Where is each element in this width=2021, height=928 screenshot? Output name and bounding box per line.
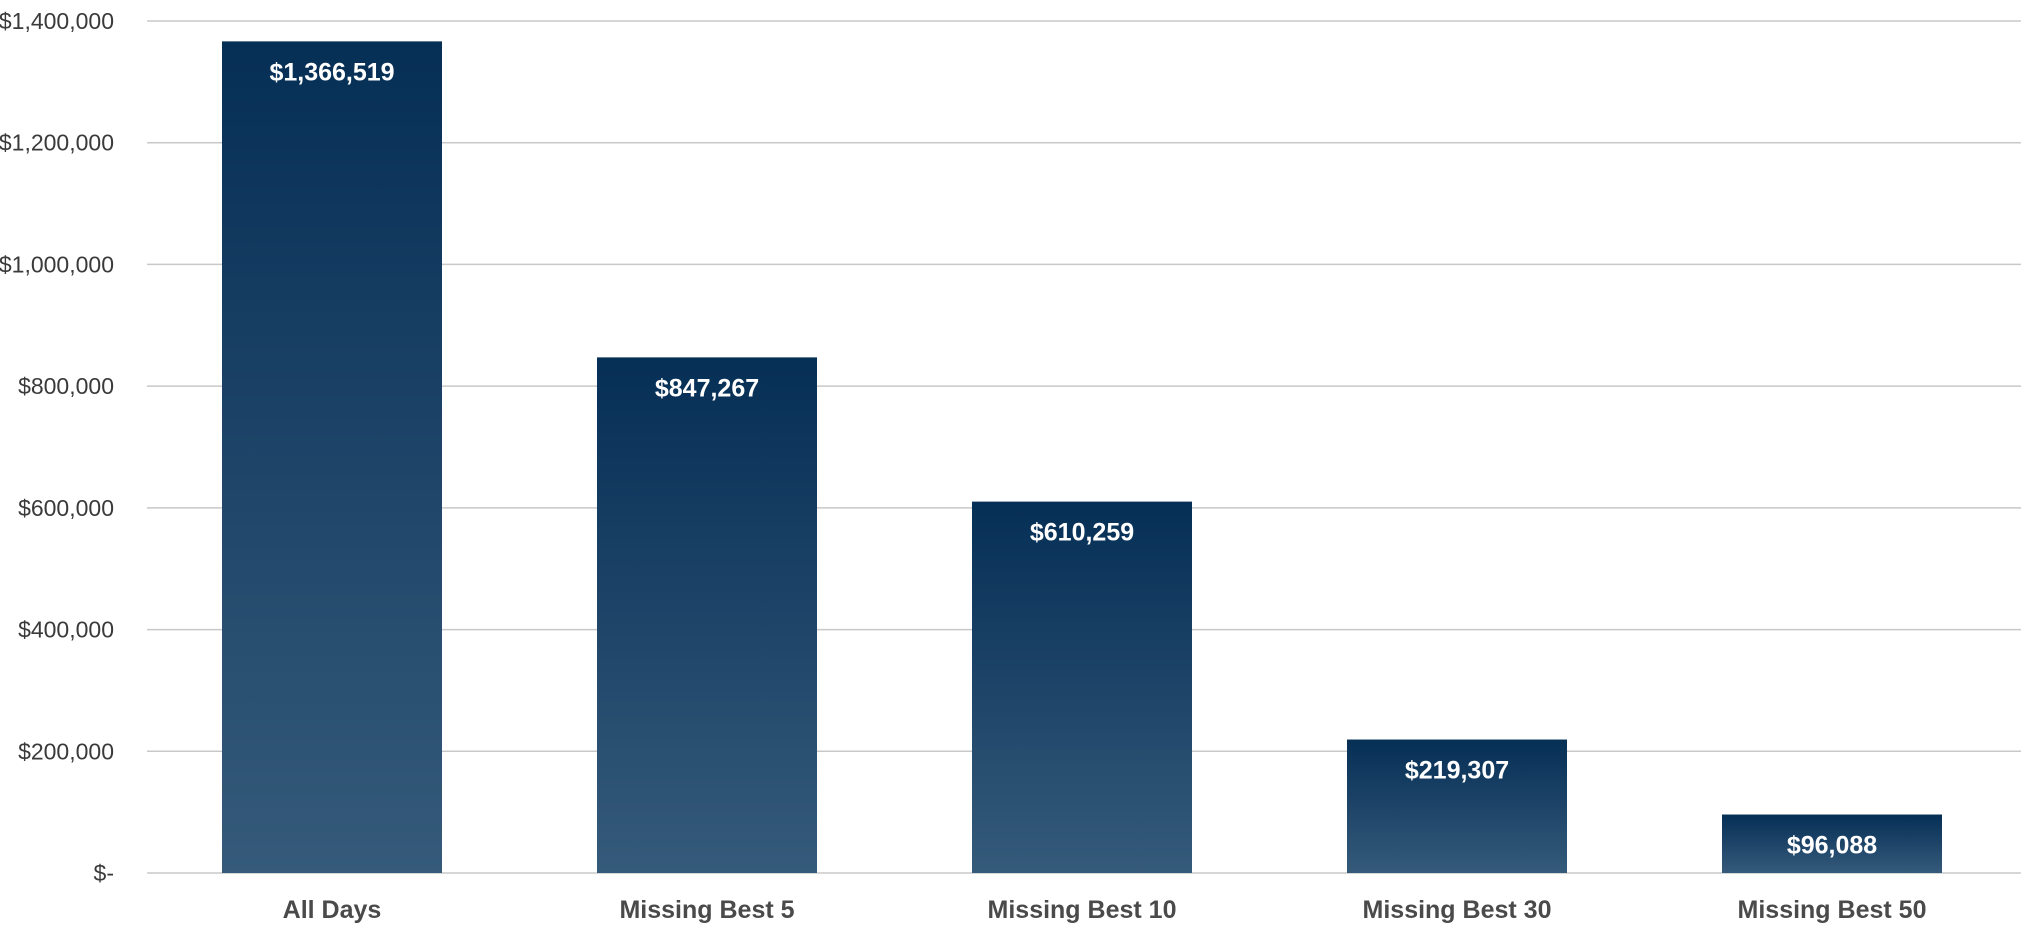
y-tick-label: $400,000 <box>18 617 114 643</box>
y-tick-label: $1,400,000 <box>0 8 114 34</box>
x-axis-ticks: All Days Missing Best 5 Missing Best 10 Mis… <box>283 896 1927 924</box>
y-tick-label: $200,000 <box>18 738 114 764</box>
x-tick-label: Missing Best 30 <box>1363 896 1552 924</box>
bar-data-label: $610,259 <box>1030 519 1134 547</box>
y-tick-label: $800,000 <box>18 373 114 399</box>
bar <box>972 501 1192 873</box>
bar-data-label: $847,267 <box>655 374 759 402</box>
y-tick-label: $1,200,000 <box>0 130 114 156</box>
y-tick-label: $600,000 <box>18 495 114 521</box>
bars: $1,366,519 $847,267 $610,259 $219,307 $96,08… <box>222 41 1942 873</box>
bar-data-label: $96,088 <box>1787 832 1877 860</box>
bar <box>222 41 442 873</box>
x-tick-label: Missing Best 50 <box>1738 896 1927 924</box>
y-axis-ticks: $- $200,000 $400,000 $600,000 $800,000 $1,000… <box>0 8 114 886</box>
y-tick-label: $1,000,000 <box>0 251 114 277</box>
bar <box>1722 814 1942 873</box>
y-tick-label: $- <box>94 860 114 886</box>
bar-data-label: $219,307 <box>1405 757 1509 785</box>
x-tick-label: All Days <box>283 896 382 924</box>
bar <box>1347 739 1567 873</box>
bar <box>597 357 817 873</box>
bar-data-label: $1,366,519 <box>269 58 394 86</box>
x-tick-label: Missing Best 10 <box>988 896 1177 924</box>
x-tick-label: Missing Best 5 <box>619 896 794 924</box>
